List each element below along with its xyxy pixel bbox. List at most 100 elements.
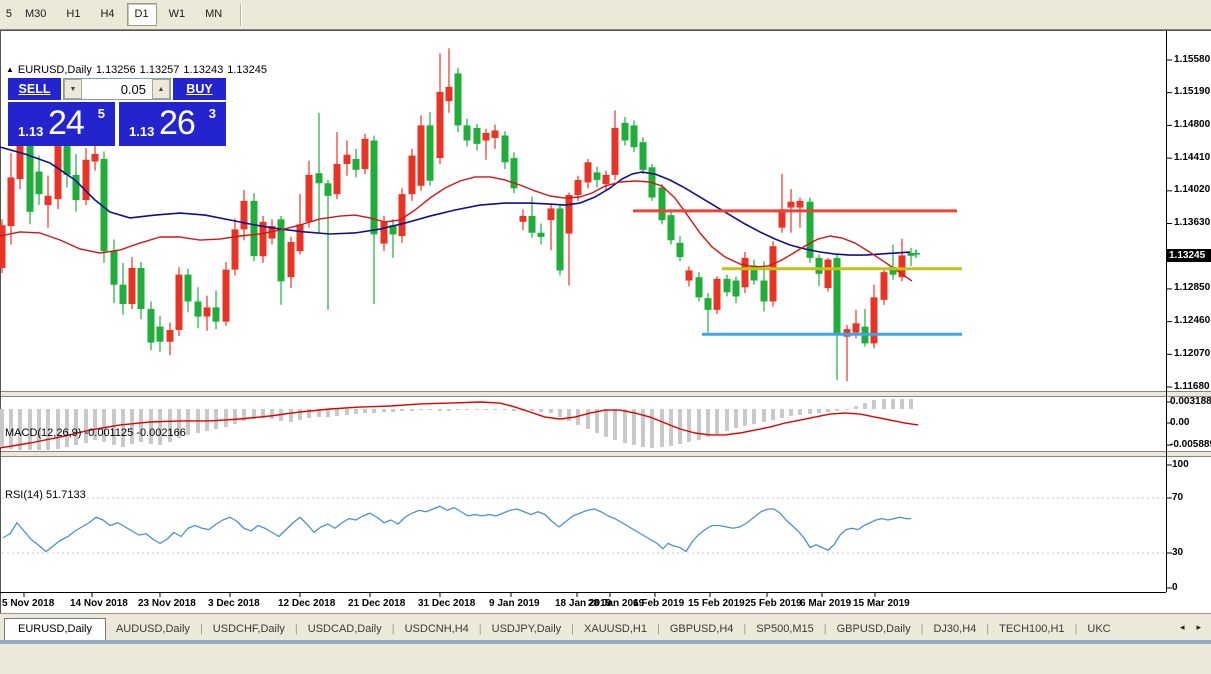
tab-separator: | bbox=[391, 623, 395, 635]
date-axis-label: 9 Jan 2019 bbox=[489, 598, 540, 609]
rsi-axis-label: 100 bbox=[1172, 458, 1189, 470]
tab-separator: | bbox=[478, 623, 482, 635]
tab-scroll-left-icon[interactable]: ◂ bbox=[1179, 622, 1185, 632]
tab-separator: | bbox=[1074, 623, 1078, 635]
tab-separator: | bbox=[743, 623, 747, 635]
legend-high: 1.13257 bbox=[139, 64, 180, 76]
date-axis-label: 15 Feb 2019 bbox=[688, 598, 745, 609]
current-price-tag: 1.13245 bbox=[1167, 249, 1211, 263]
date-axis-label: 18 Jan 2019 bbox=[555, 598, 612, 609]
toolbar-separator bbox=[240, 3, 243, 26]
date-axis-label: 28 Jan 2019 bbox=[588, 598, 645, 609]
rsi-axis-label: 30 bbox=[1172, 546, 1184, 558]
timeframe-W1[interactable]: W1 bbox=[168, 8, 186, 20]
price-axis-label: 1.12850 bbox=[1174, 282, 1211, 294]
timeframe-5[interactable]: 5 bbox=[5, 8, 12, 20]
legend-low: 1.13243 bbox=[183, 64, 224, 76]
legend-close: 1.13245 bbox=[227, 64, 267, 76]
price-axis-label: 1.15580 bbox=[1174, 53, 1211, 65]
tab-eurusd-daily[interactable]: EURUSD,Daily bbox=[4, 618, 106, 641]
tab-separator: | bbox=[986, 623, 990, 635]
macd-axis-label: -0.005889 bbox=[1170, 438, 1211, 450]
date-axis-label: 6 Mar 2019 bbox=[800, 598, 852, 609]
timeframe-H4[interactable]: H4 bbox=[100, 8, 115, 20]
date-axis-label: 6 Feb 2019 bbox=[633, 598, 685, 609]
price-axis-label: 1.13630 bbox=[1174, 217, 1211, 228]
chart-legend: ▲ EURUSD,Daily 1.13256 1.13257 1.13243 1.1324… bbox=[6, 64, 271, 76]
price-axis-label: 1.14410 bbox=[1174, 151, 1211, 163]
tab-separator: | bbox=[656, 623, 660, 635]
chevron-up-icon: ▲ bbox=[157, 85, 165, 93]
date-axis-label: 12 Dec 2018 bbox=[278, 598, 336, 609]
price-axis-label: 1.12070 bbox=[1174, 347, 1211, 359]
price-axis-label: 1.11680 bbox=[1174, 380, 1210, 392]
tab-tech100-h1[interactable]: TECH100,H1 bbox=[999, 623, 1065, 635]
timeframe-MN[interactable]: MN bbox=[205, 8, 223, 20]
price-axis-label: 1.14020 bbox=[1174, 184, 1211, 196]
volume-input[interactable] bbox=[82, 79, 152, 99]
date-axis-label: 14 Nov 2018 bbox=[70, 598, 128, 609]
rsi-value: 51.7133 bbox=[45, 489, 86, 501]
tab-sp500-m15[interactable]: SP500,M15 bbox=[756, 623, 814, 635]
buy-price-big: 26 bbox=[159, 104, 196, 142]
price-axis-label: 1.15190 bbox=[1174, 86, 1211, 98]
tab-scroll-right-icon[interactable]: ▸ bbox=[1196, 622, 1201, 632]
sell-button[interactable]: SELL bbox=[8, 78, 61, 100]
chart-tab-bar: EURUSD,Daily AUDUSD,Daily | USDCHF,Daily | US… bbox=[0, 614, 1211, 641]
tab-usdjpy-daily[interactable]: USDJPY,Daily bbox=[491, 623, 562, 635]
buy-quote-box[interactable]: 1.13 26 3 bbox=[119, 102, 226, 146]
date-axis-label: 5 Nov 2018 bbox=[2, 598, 55, 609]
volume-increase-button[interactable]: ▲ bbox=[152, 79, 170, 99]
buy-price-sup: 3 bbox=[208, 106, 216, 121]
macd-axis-label: 0.003188 bbox=[1170, 395, 1211, 407]
sell-price-sup: 5 bbox=[97, 106, 105, 121]
tab-audusd-daily[interactable]: AUDUSD,Daily bbox=[115, 623, 190, 635]
buy-button[interactable]: BUY bbox=[173, 78, 226, 100]
date-axis-label: 25 Feb 2019 bbox=[745, 598, 802, 609]
timeframe-D1[interactable]: D1 bbox=[126, 3, 157, 26]
tab-separator: | bbox=[199, 623, 203, 635]
tab-separator: | bbox=[294, 623, 298, 635]
legend-symbol: EURUSD,Daily bbox=[17, 64, 92, 76]
tab-usdchf-daily[interactable]: USDCHF,Daily bbox=[212, 623, 285, 635]
date-axis-label: 23 Nov 2018 bbox=[138, 598, 196, 609]
tab-gbpusd-daily[interactable]: GBPUSD,Daily bbox=[836, 623, 911, 635]
price-axis-label: 1.12460 bbox=[1174, 315, 1211, 327]
macd-label: MACD(12,26,9) -0.001125 -0.002166 bbox=[5, 427, 186, 439]
chart-window: ▲ EURUSD,Daily 1.13256 1.13257 1.13243 1.1324… bbox=[0, 30, 1211, 614]
date-axis-label: 3 Dec 2018 bbox=[208, 598, 260, 609]
tab-gbpusd-h4[interactable]: GBPUSD,H4 bbox=[669, 623, 734, 635]
tab-xauusd-h1[interactable]: XAUUSD,H1 bbox=[584, 623, 647, 635]
tab-ukc[interactable]: UKC bbox=[1087, 623, 1111, 635]
one-click-trade-panel: SELL ▼ ▲ BUY 1.13 24 5 1.13 26 3 bbox=[8, 78, 226, 146]
legend-open: 1.13256 bbox=[95, 64, 136, 76]
volume-decrease-button[interactable]: ▼ bbox=[64, 79, 82, 99]
chevron-down-icon: ▼ bbox=[69, 85, 77, 93]
macd-value-1: -0.001125 bbox=[84, 427, 134, 439]
symbol-arrow-icon: ▲ bbox=[6, 65, 14, 74]
tab-separator: | bbox=[823, 623, 827, 635]
sell-price-big: 24 bbox=[48, 104, 85, 142]
buy-price-prefix: 1.13 bbox=[129, 124, 155, 139]
sell-quote-box[interactable]: 1.13 24 5 bbox=[8, 102, 115, 146]
date-axis-label: 31 Dec 2018 bbox=[418, 598, 476, 609]
timeframe-H1[interactable]: H1 bbox=[66, 8, 81, 20]
date-axis-label: 21 Dec 2018 bbox=[348, 598, 406, 609]
macd-value-2: -0.002166 bbox=[136, 427, 186, 439]
rsi-label: RSI(14) 51.7133 bbox=[5, 489, 86, 501]
date-axis-label: 15 Mar 2019 bbox=[853, 598, 910, 609]
macd-axis-label: 0.00 bbox=[1170, 416, 1190, 428]
timeframe-M30[interactable]: M30 bbox=[25, 8, 47, 20]
tab-usdcad-daily[interactable]: USDCAD,Daily bbox=[307, 623, 382, 635]
sell-price-prefix: 1.13 bbox=[18, 124, 44, 139]
rsi-axis-label: 0 bbox=[1172, 581, 1178, 593]
window-bottom-edge bbox=[0, 640, 1211, 644]
volume-stepper: ▼ ▲ bbox=[63, 78, 171, 100]
tab-separator: | bbox=[920, 623, 924, 635]
rsi-axis-label: 70 bbox=[1172, 491, 1184, 503]
tab-usdcnh-h4[interactable]: USDCNH,H4 bbox=[404, 623, 469, 635]
tab-separator: | bbox=[571, 623, 575, 635]
tab-dj30-h4[interactable]: DJ30,H4 bbox=[933, 623, 977, 635]
timeframe-toolbar: 5 M30 H1 H4 D1 W1 MN bbox=[0, 0, 1211, 30]
price-axis-label: 1.14800 bbox=[1174, 118, 1211, 130]
